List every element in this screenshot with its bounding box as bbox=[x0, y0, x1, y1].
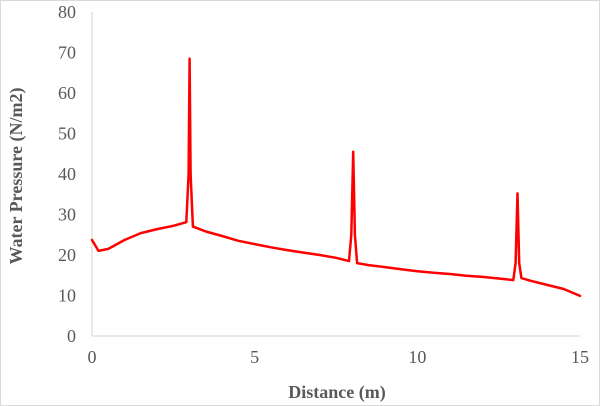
y-tick-labels: 0 10 20 30 40 50 60 70 80 bbox=[58, 2, 76, 346]
y-tick-label: 0 bbox=[67, 326, 76, 346]
y-tick-label: 10 bbox=[58, 286, 76, 306]
x-tick-labels: 0 5 10 15 bbox=[88, 347, 590, 367]
x-tick-label: 15 bbox=[571, 347, 589, 367]
data-series-line bbox=[90, 57, 582, 298]
y-tick-label: 80 bbox=[58, 2, 76, 22]
x-tick-label: 0 bbox=[88, 347, 97, 367]
y-axis-title: Water Pressure (N/m2) bbox=[6, 88, 27, 265]
y-tick-label: 70 bbox=[58, 43, 76, 63]
y-tick-label: 30 bbox=[58, 205, 76, 225]
x-axis-title: Distance (m) bbox=[288, 382, 385, 403]
y-tick-label: 50 bbox=[58, 124, 76, 144]
x-tick-label: 10 bbox=[408, 347, 426, 367]
x-tick-label: 5 bbox=[250, 347, 259, 367]
y-tick-label: 60 bbox=[58, 83, 76, 103]
y-tick-label: 40 bbox=[58, 164, 76, 184]
y-tick-label: 20 bbox=[58, 245, 76, 265]
